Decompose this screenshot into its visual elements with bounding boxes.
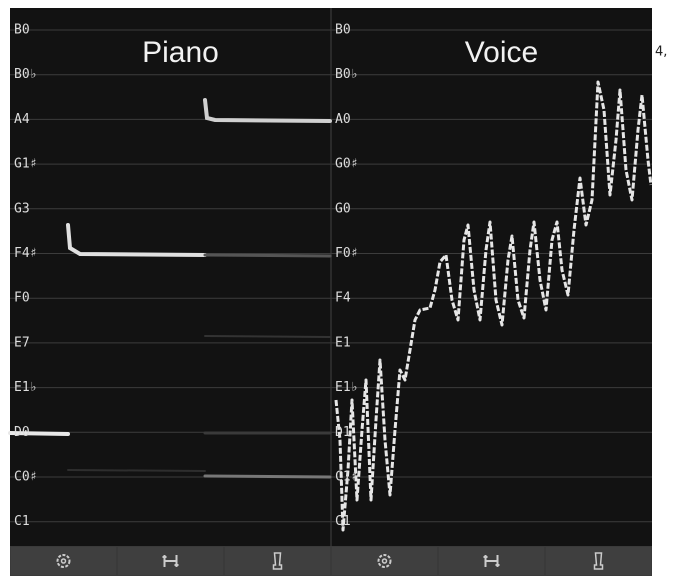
note-label: B0	[335, 23, 351, 38]
app-screenshot: 4, B0 B0♭ A4 G1♯ G3 F4♯ F0 E7 E1♭ D0 C0♯ C1 Piano B0 B…	[0, 0, 678, 578]
note-label: F4	[335, 291, 351, 306]
trace-segment	[205, 255, 330, 256]
toolbar-button[interactable]	[546, 547, 651, 575]
button-background	[225, 547, 330, 575]
spectrogram-view: 4, B0 B0♭ A4 G1♯ G3 F4♯ F0 E7 E1♭ D0 C0♯ C1 Piano B0 B…	[0, 0, 678, 578]
note-label: E1	[335, 335, 351, 350]
toolbar-button[interactable]	[439, 547, 544, 575]
corner-text: 4,	[655, 45, 667, 60]
note-label: D0	[14, 425, 30, 440]
note-label: A0	[335, 112, 351, 127]
note-label: C1	[14, 514, 30, 529]
button-background	[11, 547, 116, 575]
note-label: C0♯	[14, 470, 37, 485]
trace-segment	[68, 470, 205, 471]
note-label: G1♯	[14, 157, 37, 172]
note-label: E1♭	[335, 380, 358, 395]
button-background	[332, 547, 437, 575]
note-label: E1♭	[14, 380, 37, 395]
note-label: F4♯	[14, 246, 37, 261]
panel-title: Piano	[142, 36, 219, 69]
trace-segment	[205, 476, 330, 477]
note-label: B0♭	[14, 67, 37, 82]
note-label: A4	[14, 112, 30, 127]
toolbar-button[interactable]	[11, 547, 116, 575]
note-label: C1♯	[335, 470, 358, 485]
note-label: D1	[335, 425, 351, 440]
note-label: G0♯	[335, 157, 358, 172]
note-label: F0♯	[335, 246, 358, 261]
note-label: G3	[14, 201, 30, 216]
button-background	[546, 547, 651, 575]
note-label: G0	[335, 201, 351, 216]
trace-segment	[205, 336, 330, 337]
note-label: B0	[14, 23, 30, 38]
note-label: B0♭	[335, 67, 358, 82]
note-label: E7	[14, 335, 30, 350]
panel-title: Voice	[465, 36, 538, 69]
toolbar-button[interactable]	[225, 547, 330, 575]
toolbar-button[interactable]	[118, 547, 223, 575]
toolbar-button[interactable]	[332, 547, 437, 575]
note-label: C1	[335, 514, 351, 529]
note-label: F0	[14, 291, 30, 306]
